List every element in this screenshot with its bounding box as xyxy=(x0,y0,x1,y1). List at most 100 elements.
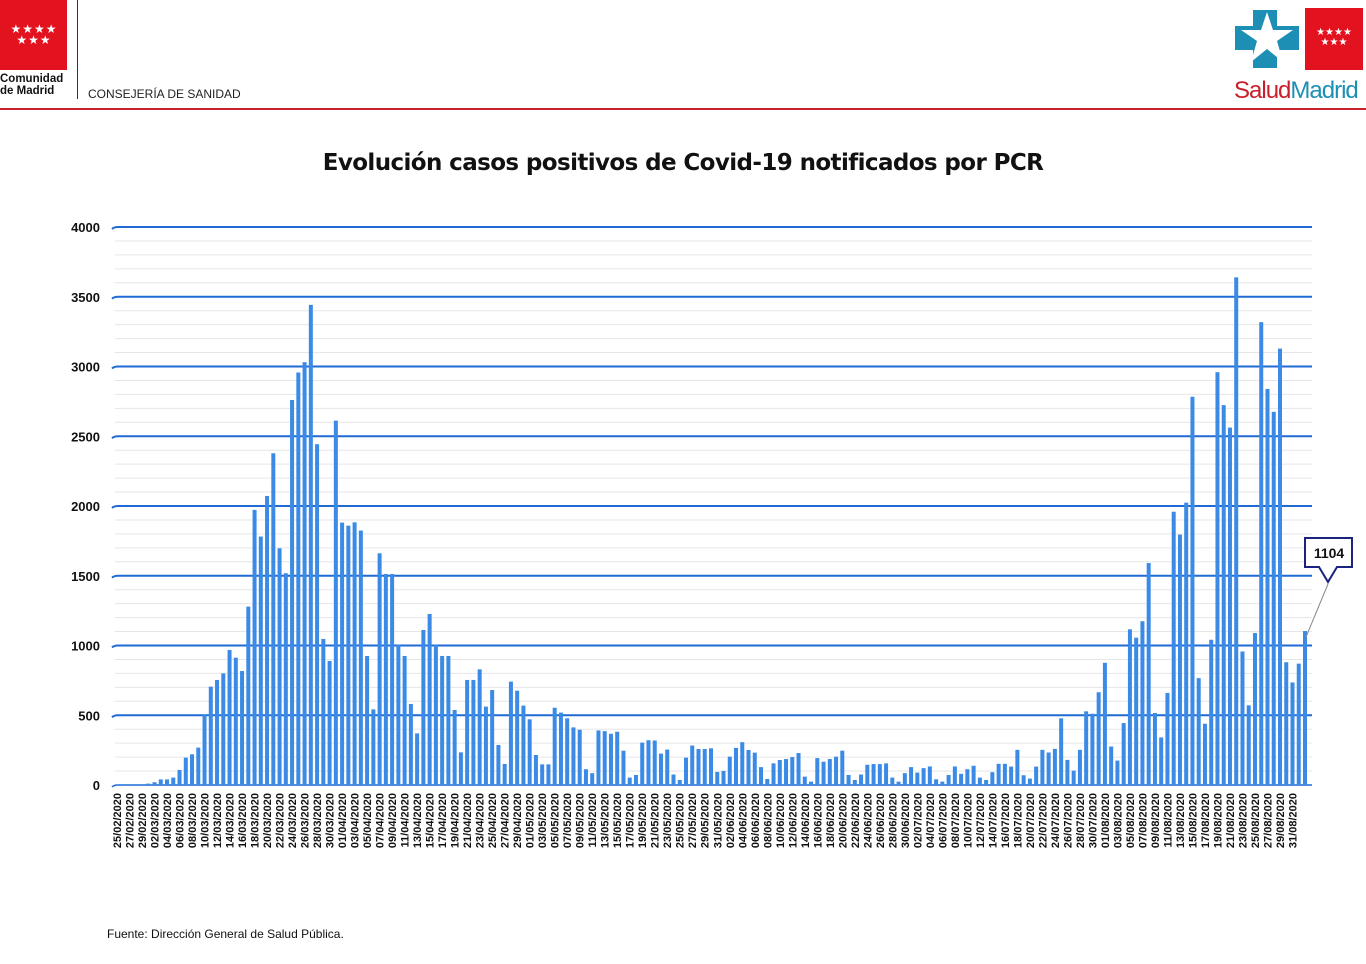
bar xyxy=(721,770,726,785)
x-tick-label: 24/06/2020 xyxy=(862,793,874,848)
x-tick-label: 12/03/2020 xyxy=(212,793,224,848)
x-tick-label: 10/03/2020 xyxy=(200,793,212,848)
x-tick-label: 22/06/2020 xyxy=(850,793,862,848)
bar xyxy=(1134,637,1139,785)
salud-madrid-flag-logo: ★★★★ ★★★ xyxy=(1305,8,1363,70)
bar xyxy=(746,749,751,785)
bar xyxy=(590,773,595,785)
y-tick-label: 1500 xyxy=(71,569,100,584)
bar xyxy=(583,769,588,785)
bar xyxy=(483,706,488,785)
bar xyxy=(471,679,476,785)
x-tick-label: 13/05/2020 xyxy=(600,793,612,848)
bar xyxy=(333,420,338,785)
bar xyxy=(1202,723,1207,785)
x-tick-label: 29/05/2020 xyxy=(700,793,712,848)
x-tick-label: 17/08/2020 xyxy=(1200,793,1212,848)
bar xyxy=(690,745,695,785)
bar xyxy=(896,781,901,785)
bar xyxy=(1009,766,1014,785)
x-tick-label: 27/08/2020 xyxy=(1262,793,1274,848)
bar xyxy=(577,729,582,785)
bar xyxy=(383,573,388,785)
x-tick-label: 15/05/2020 xyxy=(612,793,624,848)
bar xyxy=(115,784,119,785)
x-tick-label: 28/06/2020 xyxy=(887,793,899,848)
bar xyxy=(927,766,932,785)
bar xyxy=(352,522,357,785)
bar xyxy=(502,763,507,785)
bar xyxy=(1284,662,1289,785)
bar xyxy=(233,657,238,785)
bar xyxy=(884,763,889,785)
bar xyxy=(1277,348,1282,785)
bar xyxy=(133,784,138,785)
bar xyxy=(809,781,814,785)
bar xyxy=(1259,322,1264,785)
bar xyxy=(377,553,382,785)
bar xyxy=(1059,718,1064,785)
bar xyxy=(1090,713,1095,785)
major-gridline xyxy=(111,435,1312,439)
bar xyxy=(1227,427,1232,785)
bar xyxy=(1290,682,1295,785)
x-tick-label: 30/07/2020 xyxy=(1087,793,1099,848)
y-tick-label: 4000 xyxy=(71,220,100,235)
x-tick-label: 25/05/2020 xyxy=(675,793,687,848)
major-gridline xyxy=(111,505,1312,509)
bar xyxy=(1021,775,1026,785)
bar xyxy=(890,777,895,785)
x-tick-label: 07/04/2020 xyxy=(375,793,387,848)
bar xyxy=(815,758,820,785)
x-tick-label: 06/07/2020 xyxy=(937,793,949,848)
bar xyxy=(490,690,495,785)
bar xyxy=(608,733,613,785)
bar xyxy=(527,719,532,785)
y-tick-label: 2500 xyxy=(71,429,100,444)
x-tick-label: 09/05/2020 xyxy=(575,793,587,848)
major-gridline xyxy=(111,574,1312,579)
bar xyxy=(158,779,163,785)
bar xyxy=(1046,752,1051,785)
bar xyxy=(1303,630,1307,785)
x-tick-label: 02/07/2020 xyxy=(912,793,924,848)
bar xyxy=(734,747,739,785)
x-tick-label: 26/06/2020 xyxy=(875,793,887,848)
bar xyxy=(533,755,538,785)
x-tick-label: 03/04/2020 xyxy=(350,793,362,848)
bar xyxy=(440,655,445,785)
bar xyxy=(190,754,195,785)
major-gridline xyxy=(111,365,1312,370)
x-tick-label: 23/08/2020 xyxy=(1237,793,1249,848)
bar xyxy=(1109,746,1114,785)
bar xyxy=(652,740,657,785)
bar xyxy=(508,681,513,785)
major-gridline xyxy=(111,644,1312,649)
bar xyxy=(121,784,126,785)
bar xyxy=(1065,759,1070,785)
bar xyxy=(865,764,870,785)
x-tick-label: 30/06/2020 xyxy=(900,793,912,848)
x-tick-label: 27/02/2020 xyxy=(125,793,137,848)
x-tick-label: 23/04/2020 xyxy=(475,793,487,848)
bar xyxy=(646,740,651,785)
major-gridline xyxy=(111,714,1312,718)
x-tick-label: 14/06/2020 xyxy=(800,793,812,848)
bar xyxy=(321,638,326,785)
x-tick-label: 18/07/2020 xyxy=(1012,793,1024,848)
bar xyxy=(246,606,251,785)
bar xyxy=(221,673,226,785)
bar xyxy=(752,752,757,785)
y-tick-label: 500 xyxy=(78,708,100,723)
bar xyxy=(421,630,426,785)
bar xyxy=(452,709,457,785)
bar xyxy=(946,774,951,785)
y-tick-label: 2000 xyxy=(71,499,100,514)
bar xyxy=(615,731,620,785)
bar xyxy=(1246,705,1251,785)
bar xyxy=(915,772,920,785)
bar xyxy=(465,679,470,785)
x-tick-label: 10/07/2020 xyxy=(962,793,974,848)
bar xyxy=(846,774,851,785)
bar xyxy=(258,536,263,785)
